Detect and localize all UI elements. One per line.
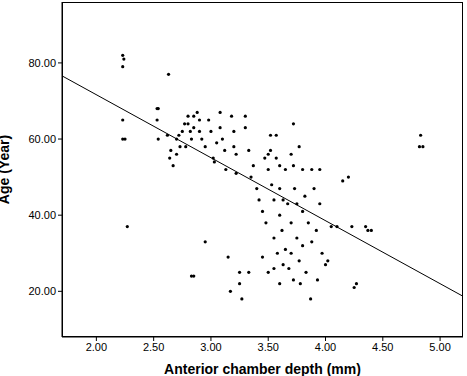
svg-text:40.00: 40.00 [28, 209, 56, 221]
svg-text:Age (Year): Age (Year) [8, 135, 12, 204]
svg-text:60.00: 60.00 [28, 133, 56, 145]
svg-text:4.00: 4.00 [315, 341, 336, 353]
svg-text:2.00: 2.00 [86, 341, 107, 353]
svg-text:4.50: 4.50 [372, 341, 393, 353]
svg-text:2.50: 2.50 [143, 341, 164, 353]
svg-text:20.00: 20.00 [28, 285, 56, 297]
svg-text:Anterior chamber depth (mm): Anterior chamber depth (mm) [164, 361, 361, 376]
svg-text:5.00: 5.00 [429, 341, 450, 353]
svg-text:3.50: 3.50 [258, 341, 279, 353]
svg-text:80.00: 80.00 [28, 57, 56, 69]
svg-text:3.00: 3.00 [200, 341, 221, 353]
